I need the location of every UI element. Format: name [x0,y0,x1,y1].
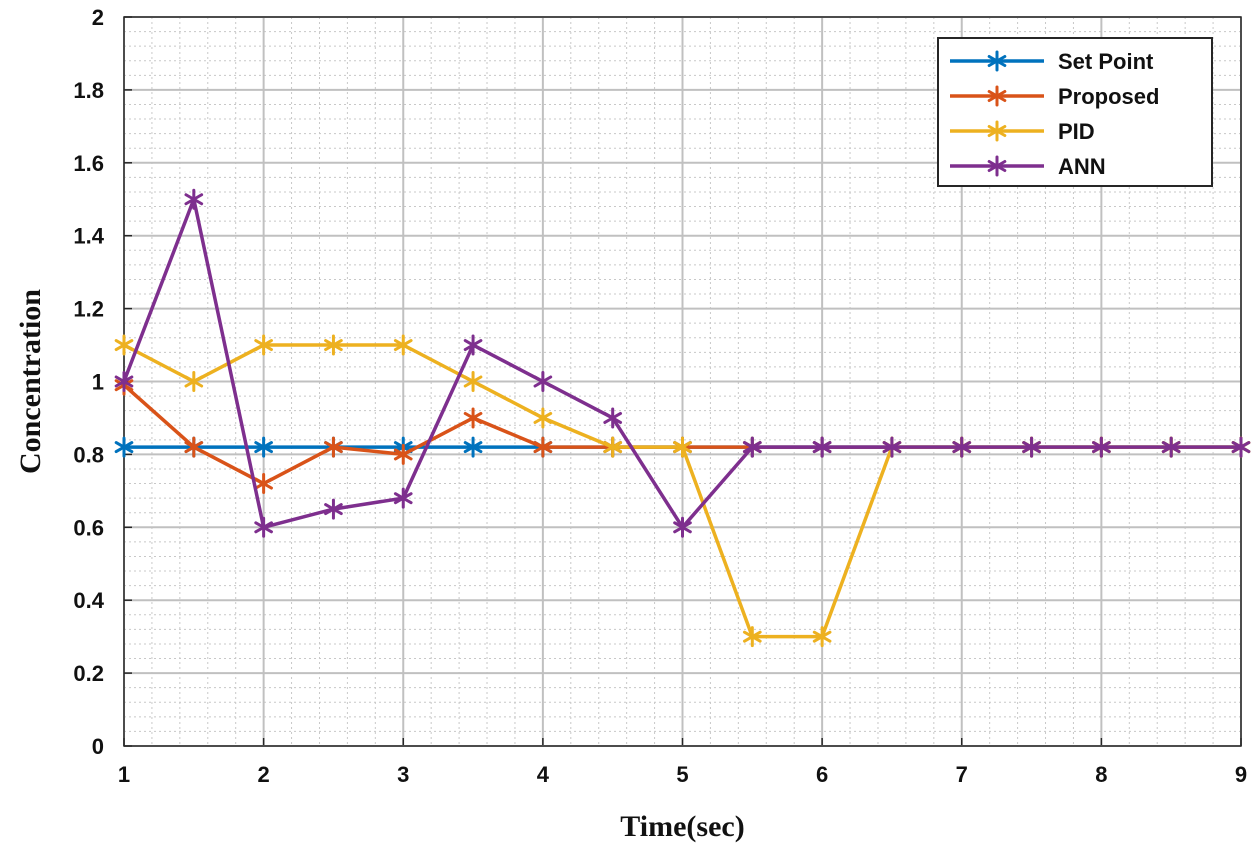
series-pid [114,334,1251,648]
data-point-ann [673,516,692,538]
x-tick-label: 9 [1235,762,1247,787]
y-tick-label: 1.8 [73,78,104,103]
data-point-proposed [324,436,343,458]
data-point-ann [812,436,832,458]
x-tick-label: 3 [397,762,409,787]
legend: Set Point Proposed PID ANN [937,37,1213,187]
legend-marker [987,50,1007,72]
legend-marker [987,120,1007,142]
data-point-pid [324,334,343,356]
y-tick-label: 1.2 [73,297,104,322]
data-point-ann [533,371,553,392]
data-point-proposed [533,436,553,458]
data-point-pid [393,334,413,356]
data-point-pid [673,436,692,458]
data-point-proposed [463,407,483,429]
x-tick-label: 8 [1095,762,1107,787]
data-point-pid [603,436,623,458]
legend-marker [987,85,1007,107]
x-tick-label: 1 [118,762,130,787]
data-point-ann [1231,436,1251,458]
y-tick-label: 0.4 [73,588,104,613]
y-axis-tick-labels: 0 0.2 0.4 0.6 0.8 1 1.2 1.4 1.6 1.8 2 [73,5,104,759]
data-point-set-point [463,436,483,458]
data-point-set-point [254,436,273,458]
data-point-ann [1092,436,1111,458]
data-point-pid [254,334,273,356]
data-point-ann [254,516,273,538]
data-point-ann [952,436,972,458]
data-point-ann [114,371,134,392]
y-tick-label: 0.6 [73,515,104,540]
data-point-proposed [254,473,273,495]
data-point-pid [812,626,832,648]
data-point-ann [742,436,762,458]
data-point-pid [114,334,134,356]
major-grid [123,16,1242,747]
legend-item-ann: ANN [950,154,1106,179]
data-point-ann [882,436,902,458]
legend-marker [987,155,1007,177]
y-tick-label: 1.6 [73,151,104,176]
x-axis-label: Time(sec) [620,810,744,843]
data-point-pid [463,371,483,392]
data-point-ann [393,487,413,509]
data-point-pid [533,407,553,429]
data-point-proposed [393,443,413,465]
data-point-proposed [184,436,204,458]
data-point-ann [463,334,483,356]
legend-label: Proposed [1058,84,1159,109]
series-layer [114,188,1251,648]
x-tick-label: 4 [537,762,550,787]
y-tick-label: 0.8 [73,442,104,467]
legend-label: ANN [1058,154,1106,179]
data-point-ann [603,407,623,429]
data-point-set-point [114,436,134,458]
legend-label: PID [1058,119,1095,144]
y-tick-label: 0 [92,734,104,759]
x-tick-label: 7 [956,762,968,787]
data-point-ann [324,498,343,520]
data-point-pid [184,371,204,392]
legend-item-set-point: Set Point [950,49,1154,74]
data-point-pid [742,626,762,648]
y-axis-label: Concentration [14,289,47,474]
legend-item-proposed: Proposed [950,84,1159,109]
x-tick-label: 2 [258,762,270,787]
data-point-ann [184,188,204,210]
data-point-ann [1022,436,1041,458]
series-ann [114,188,1251,538]
y-tick-label: 2 [92,5,104,30]
x-tick-label: 5 [676,762,688,787]
y-tick-label: 1 [92,370,104,395]
data-point-ann [1161,436,1181,458]
x-tick-label: 6 [816,762,828,787]
y-tick-label: 0.2 [73,661,104,686]
x-axis-tick-labels: 1 2 3 4 5 6 7 8 9 [118,762,1247,787]
legend-item-pid: PID [950,119,1095,144]
y-tick-label: 1.4 [73,224,104,249]
legend-label: Set Point [1058,49,1154,74]
